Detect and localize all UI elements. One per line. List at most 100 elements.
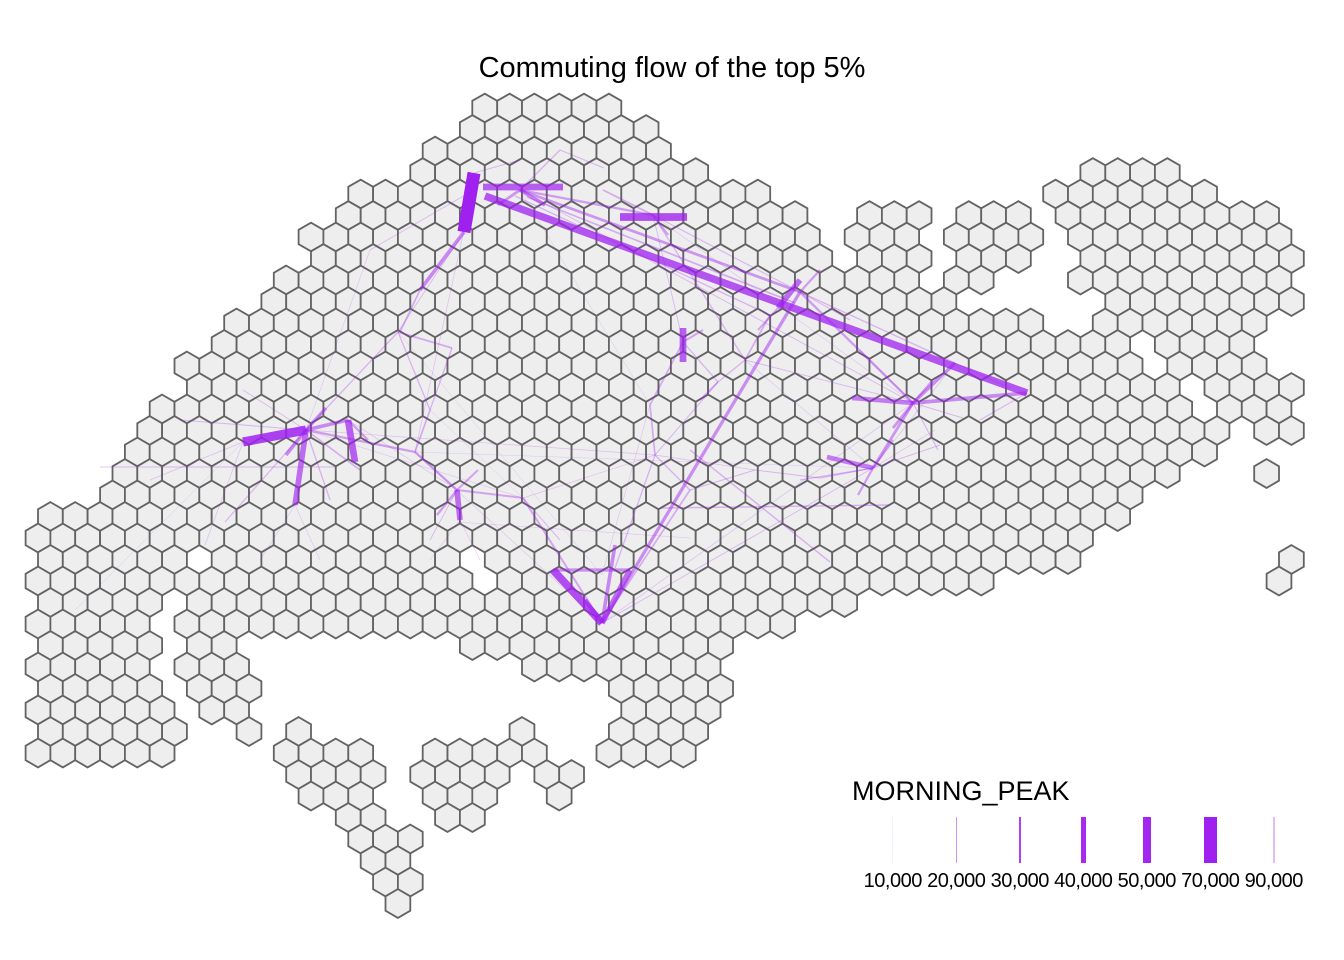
hex-cell xyxy=(744,608,772,640)
hex-cell xyxy=(545,780,573,812)
flow-line xyxy=(459,519,481,561)
hex-cell xyxy=(272,608,300,640)
hex-cell xyxy=(769,608,796,640)
flow-line xyxy=(601,467,874,624)
flow-line xyxy=(799,291,914,404)
hex-cell xyxy=(74,737,101,769)
flow-line xyxy=(912,402,964,419)
flow-line xyxy=(429,409,524,499)
legend-label: 70,000 xyxy=(1181,870,1240,892)
hex-cell xyxy=(297,608,325,640)
flow-line xyxy=(522,454,656,499)
flow-line xyxy=(204,441,244,546)
hex-cell xyxy=(967,565,995,597)
flow-line xyxy=(689,449,831,563)
flow-line xyxy=(526,196,796,304)
hex-cell xyxy=(967,264,995,296)
flow-line xyxy=(682,341,719,383)
hex-cell xyxy=(49,737,77,769)
flow-line xyxy=(305,429,361,471)
flow-line xyxy=(347,419,458,491)
legend-label: 30,000 xyxy=(990,870,1050,892)
hex-cell xyxy=(1067,264,1094,296)
flow-line xyxy=(699,381,719,401)
flow-line xyxy=(649,341,684,406)
flow-line xyxy=(652,214,914,404)
flow-line xyxy=(600,291,802,624)
hex-cell xyxy=(918,565,945,597)
flow-line xyxy=(224,429,307,523)
hex-cell xyxy=(24,737,52,769)
legend-item: 50,000 xyxy=(1115,817,1179,893)
hex-cell xyxy=(943,565,970,597)
flow-line xyxy=(754,469,821,479)
flow-line xyxy=(654,454,756,471)
legend-bar-box xyxy=(1203,817,1217,863)
flow-line xyxy=(74,441,244,611)
legend-bar-box xyxy=(1142,817,1151,863)
flow-line xyxy=(305,418,349,432)
flow-line xyxy=(912,402,939,451)
legend-label: 50,000 xyxy=(1117,870,1177,892)
hex-cell xyxy=(545,651,573,683)
flow-line xyxy=(601,402,914,624)
hex-cell xyxy=(1278,286,1305,317)
hex-cell xyxy=(831,587,858,618)
hex-cell xyxy=(868,565,896,597)
hex-cell xyxy=(458,802,486,833)
flow-line xyxy=(652,214,746,361)
legend-bar-box xyxy=(1018,817,1021,863)
legend-bar xyxy=(1080,817,1086,863)
flow-line xyxy=(305,249,371,431)
flow-line xyxy=(242,425,307,447)
hex-cell xyxy=(1005,544,1032,575)
legend-title: MORNING_PEAK xyxy=(852,776,1070,806)
flow-line xyxy=(912,379,934,404)
flow-line xyxy=(744,359,874,469)
hex-cell xyxy=(893,565,920,597)
hex-cell xyxy=(297,780,325,812)
flow-line xyxy=(397,231,465,333)
flow-line xyxy=(614,454,656,569)
legend-label: 90,000 xyxy=(1244,870,1304,892)
flow-line xyxy=(429,519,461,561)
legend-bar xyxy=(1018,817,1021,863)
legend-item: 20,000 xyxy=(925,817,989,893)
hex-cell xyxy=(372,608,399,640)
hex-cell xyxy=(434,802,461,833)
legend-item: 10,000 xyxy=(861,817,925,893)
flow-line xyxy=(305,429,524,499)
hex-cell xyxy=(595,737,623,769)
hex-cell xyxy=(421,608,449,640)
flow-line xyxy=(149,441,244,481)
flow-line xyxy=(179,419,307,431)
legend-bar xyxy=(1273,817,1275,863)
flow-line xyxy=(436,489,458,516)
flow-line xyxy=(912,391,1028,405)
legend-label: 40,000 xyxy=(1054,870,1113,892)
hex-cell xyxy=(1253,415,1280,446)
flow-line xyxy=(414,451,874,469)
legend-item: 40,000 xyxy=(1052,817,1116,893)
hex-cell xyxy=(1265,565,1293,597)
flow-line xyxy=(259,504,296,561)
flow-line xyxy=(519,149,561,191)
legend-bar-box xyxy=(1273,817,1275,863)
flow-line xyxy=(689,469,756,491)
flow-line xyxy=(911,361,957,405)
hex-cell xyxy=(235,716,263,747)
flow-line xyxy=(305,429,331,501)
flow-line xyxy=(872,429,936,469)
hex-cell xyxy=(1029,544,1057,575)
flow-line xyxy=(429,489,458,541)
hex-cell xyxy=(322,608,350,640)
flow-line xyxy=(851,395,914,406)
flow-line xyxy=(457,171,481,234)
flow-line xyxy=(522,497,561,541)
flow-line xyxy=(979,392,1028,421)
flow-line xyxy=(659,504,891,509)
flow-line xyxy=(399,289,421,333)
flow-line xyxy=(456,469,479,491)
hex-cell xyxy=(198,694,226,726)
